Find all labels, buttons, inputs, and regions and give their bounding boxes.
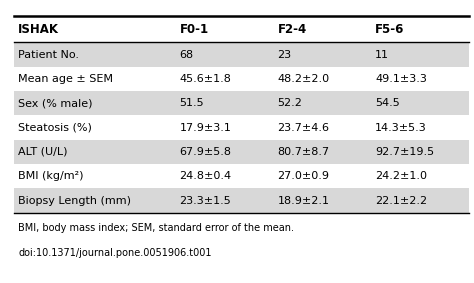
Text: 49.1±3.3: 49.1±3.3 bbox=[375, 74, 427, 84]
Bar bbox=[14, 188, 469, 213]
Bar bbox=[14, 0, 469, 16]
Text: Sex (% male): Sex (% male) bbox=[18, 98, 92, 108]
Text: 23: 23 bbox=[277, 50, 292, 60]
Bar bbox=[14, 67, 469, 91]
Bar bbox=[14, 91, 469, 115]
Text: 24.2±1.0: 24.2±1.0 bbox=[375, 171, 427, 181]
Text: 17.9±3.1: 17.9±3.1 bbox=[180, 123, 231, 133]
Bar bbox=[14, 140, 469, 164]
Text: Biopsy Length (mm): Biopsy Length (mm) bbox=[18, 196, 131, 206]
Text: doi:10.1371/journal.pone.0051906.t001: doi:10.1371/journal.pone.0051906.t001 bbox=[18, 248, 211, 258]
Text: 24.8±0.4: 24.8±0.4 bbox=[180, 171, 232, 181]
Text: 54.5: 54.5 bbox=[375, 98, 400, 108]
Text: 80.7±8.7: 80.7±8.7 bbox=[277, 147, 329, 157]
Text: 11: 11 bbox=[375, 50, 389, 60]
Text: 23.7±4.6: 23.7±4.6 bbox=[277, 123, 329, 133]
Text: F5-6: F5-6 bbox=[375, 23, 405, 35]
Text: 23.3±1.5: 23.3±1.5 bbox=[180, 196, 231, 206]
Text: 14.3±5.3: 14.3±5.3 bbox=[375, 123, 427, 133]
Text: F0-1: F0-1 bbox=[180, 23, 209, 35]
Text: ALT (U/L): ALT (U/L) bbox=[18, 147, 67, 157]
Text: 68: 68 bbox=[180, 50, 194, 60]
Text: Steatosis (%): Steatosis (%) bbox=[18, 123, 92, 133]
Text: 27.0±0.9: 27.0±0.9 bbox=[277, 171, 329, 181]
Text: 18.9±2.1: 18.9±2.1 bbox=[277, 196, 329, 206]
Text: 51.5: 51.5 bbox=[180, 98, 204, 108]
Text: BMI, body mass index; SEM, standard error of the mean.: BMI, body mass index; SEM, standard erro… bbox=[18, 223, 294, 233]
Bar bbox=[14, 16, 469, 42]
Text: 92.7±19.5: 92.7±19.5 bbox=[375, 147, 434, 157]
Bar bbox=[14, 42, 469, 67]
Text: ISHAK: ISHAK bbox=[18, 23, 59, 35]
Text: 67.9±5.8: 67.9±5.8 bbox=[180, 147, 232, 157]
Text: 52.2: 52.2 bbox=[277, 98, 302, 108]
Bar bbox=[14, 115, 469, 140]
Text: Patient No.: Patient No. bbox=[18, 50, 79, 60]
Text: 45.6±1.8: 45.6±1.8 bbox=[180, 74, 231, 84]
Text: 22.1±2.2: 22.1±2.2 bbox=[375, 196, 428, 206]
Text: Mean age ± SEM: Mean age ± SEM bbox=[18, 74, 113, 84]
Text: BMI (kg/m²): BMI (kg/m²) bbox=[18, 171, 83, 181]
Text: 48.2±2.0: 48.2±2.0 bbox=[277, 74, 329, 84]
Text: F2-4: F2-4 bbox=[277, 23, 307, 35]
Bar bbox=[14, 164, 469, 188]
